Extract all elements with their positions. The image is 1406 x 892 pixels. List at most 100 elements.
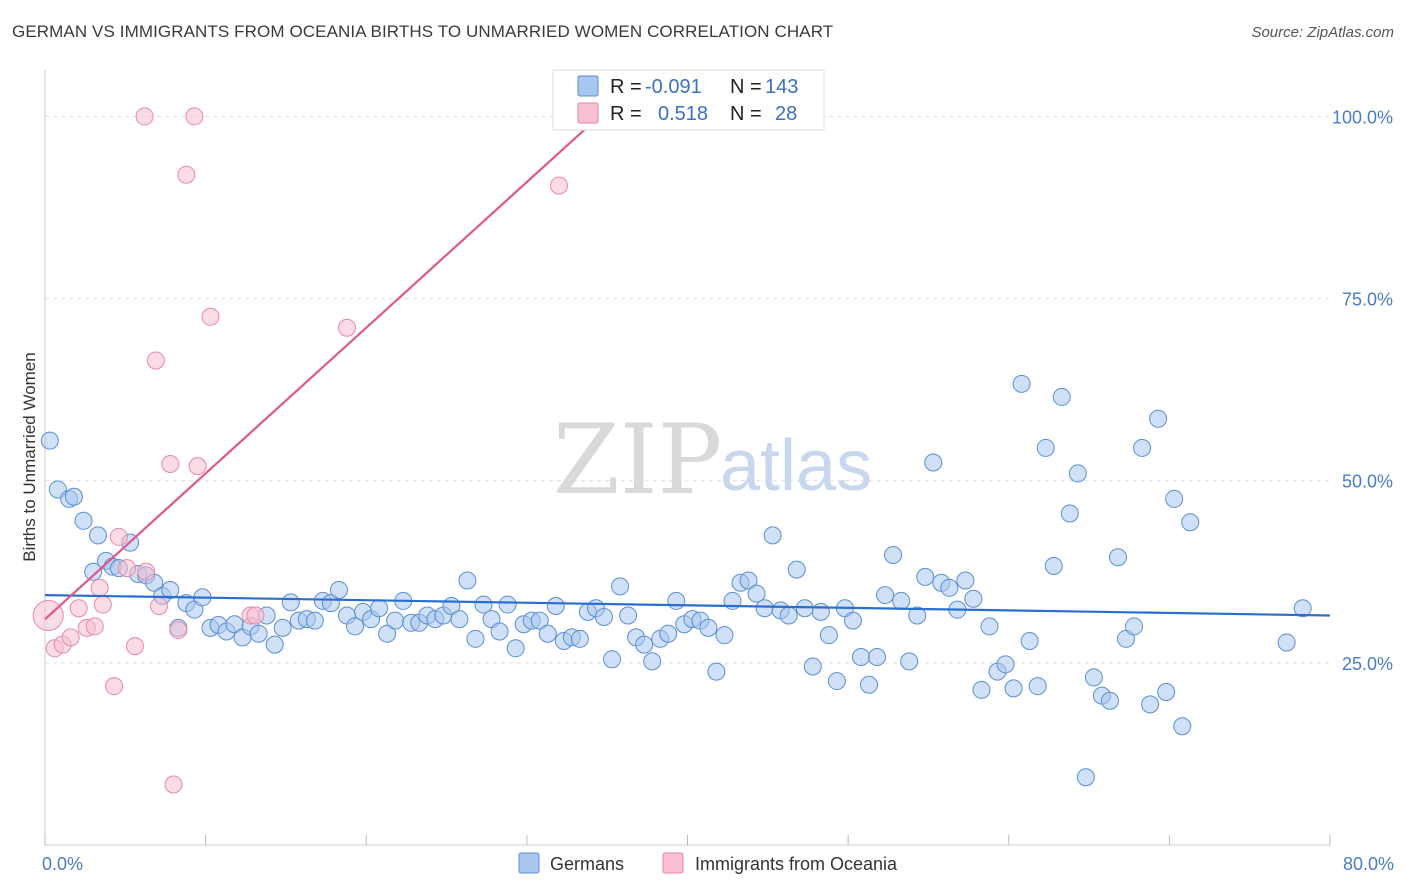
germans-point	[1052, 387, 1071, 406]
germans-point	[305, 611, 324, 630]
legend-r-label-oceania: R =	[610, 103, 642, 125]
oceania-point	[550, 176, 568, 195]
germans-point	[659, 624, 678, 643]
legend-r-label-germans: R =	[610, 76, 642, 98]
germans-point	[281, 593, 300, 612]
germans-point	[458, 571, 477, 590]
germans-point	[1125, 617, 1144, 636]
x-tick-label-min: 0.0%	[42, 854, 83, 874]
chart-title: GERMAN VS IMMIGRANTS FROM OCEANIA BIRTHS…	[12, 22, 834, 41]
oceania-point	[90, 578, 109, 597]
germans-point	[329, 581, 348, 599]
oceania-point	[135, 107, 154, 126]
germans-point	[273, 618, 292, 637]
germans-point	[1076, 768, 1095, 787]
germans-point	[715, 626, 734, 645]
correlation-legend: R = -0.091 N = 143 R = 0.518 N = 28	[552, 69, 825, 131]
oceania-point	[337, 318, 356, 337]
germans-point	[265, 635, 284, 654]
germans-point	[1004, 679, 1023, 698]
trend-lines	[44, 115, 1331, 620]
legend-swatch-germans	[577, 75, 599, 97]
oceania-point	[177, 165, 196, 184]
germans-point	[530, 611, 549, 630]
germans-point	[851, 648, 870, 667]
germans-point	[619, 606, 638, 625]
germans-point	[956, 571, 975, 590]
germans-point	[763, 526, 782, 545]
germans-point	[827, 672, 846, 691]
oceania-point	[93, 595, 112, 614]
gridlines	[45, 115, 1330, 664]
y-axis-tick-labels: 25.0% 50.0% 75.0% 100.0%	[1332, 107, 1393, 673]
germans-point	[819, 626, 838, 645]
y-tick-label-25: 25.0%	[1342, 654, 1393, 674]
oceania-point	[169, 621, 188, 640]
germans-point	[843, 611, 862, 630]
germans-point	[506, 639, 525, 658]
y-tick-label-75: 75.0%	[1342, 290, 1393, 310]
germans-point	[940, 578, 959, 597]
germans-point	[611, 577, 630, 596]
oceania-point	[146, 351, 165, 370]
y-axis-label: Births to Unmarried Women	[20, 352, 39, 561]
germans-point	[1149, 409, 1168, 428]
germans-point	[1036, 438, 1055, 457]
germans-point	[386, 611, 405, 630]
y-tick-label-100: 100.0%	[1332, 107, 1393, 127]
legend-n-label-oceania: N =	[730, 103, 762, 125]
germans-point	[466, 629, 485, 648]
germans-point	[1028, 677, 1047, 696]
trend-line-oceania	[44, 115, 600, 620]
oceania-point	[69, 599, 88, 618]
germans-point	[1020, 632, 1039, 650]
legend-n-value-germans: 143	[765, 76, 798, 98]
oceania-point	[117, 559, 136, 578]
germans-point	[1108, 548, 1127, 567]
germans-point	[980, 617, 999, 636]
germans-point	[498, 595, 517, 614]
germans-point	[74, 511, 93, 530]
germans-point	[1100, 691, 1119, 710]
bottom-legend: Germans Immigrants from Oceania	[518, 852, 898, 874]
germans-point	[747, 584, 766, 603]
germans-point	[546, 597, 565, 616]
germans-point	[860, 675, 879, 694]
germans-point	[868, 648, 887, 667]
germans-point	[161, 581, 180, 599]
bottom-legend-label-germans: Germans	[550, 854, 624, 874]
oceania-point	[85, 617, 104, 636]
germans-point	[1157, 683, 1176, 701]
germans-point	[884, 546, 903, 565]
oceania-point	[105, 677, 124, 696]
oceania-point	[125, 637, 144, 656]
y-tick-label-50: 50.0%	[1342, 472, 1393, 492]
germans-point	[474, 595, 493, 614]
germans-point	[699, 618, 718, 637]
germans-point	[1084, 668, 1103, 687]
germans-point	[924, 453, 943, 472]
germans-point	[378, 624, 397, 643]
germans-point	[876, 586, 895, 605]
germans-point	[908, 606, 927, 625]
legend-swatch-oceania	[577, 102, 599, 124]
germans-point	[803, 657, 822, 676]
oceania-point	[164, 775, 183, 794]
germans-point	[964, 589, 983, 608]
germans-point	[1181, 513, 1200, 532]
oceania-point	[150, 597, 169, 616]
oceania-point	[185, 107, 204, 126]
germans-point	[755, 599, 774, 618]
germans-point	[1060, 504, 1079, 523]
x-tick-label-max: 80.0%	[1343, 854, 1394, 874]
watermark-zip: ZIP	[553, 404, 722, 516]
germans-point	[346, 617, 365, 636]
x-axis-ticks	[44, 835, 1331, 845]
source-label: Source: ZipAtlas.com	[1251, 24, 1394, 41]
germans-point	[490, 622, 509, 641]
bottom-legend-swatch-oceania	[662, 852, 684, 874]
germans-point	[1173, 717, 1192, 736]
germans-point	[667, 591, 686, 610]
oceania-point	[137, 562, 156, 581]
